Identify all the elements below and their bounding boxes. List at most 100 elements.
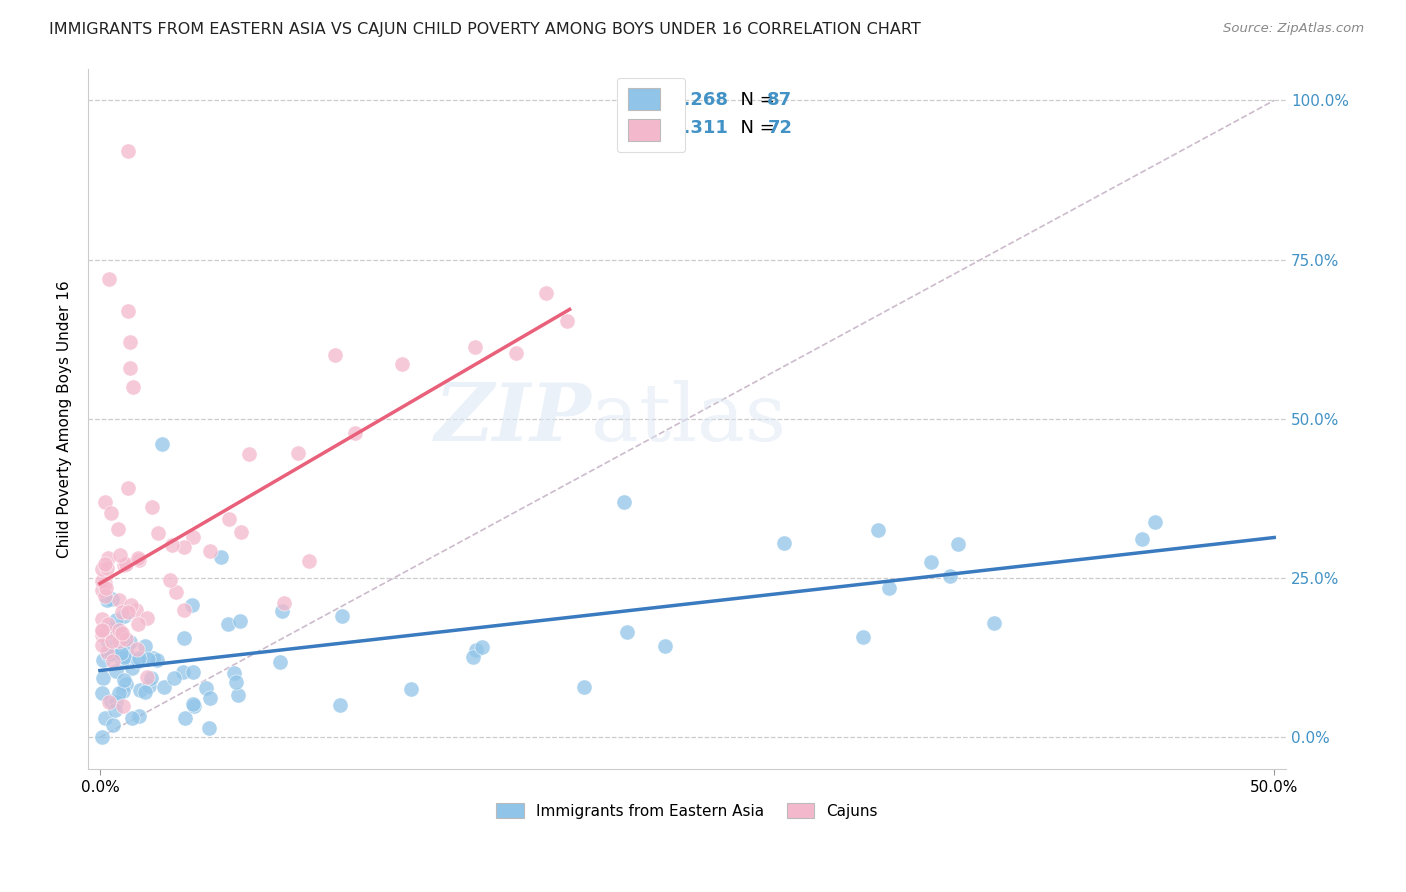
Point [110,624,132,639]
Point [91,638,114,652]
Point [134,685,156,699]
Point [141,500,163,514]
Point [391,357,413,371]
Point [101,633,124,648]
Point [91,624,114,638]
Point [613,494,636,508]
Point [104,695,127,709]
Point [231,524,253,539]
Point [120,335,142,350]
Point [100,506,122,520]
Point [115,632,138,646]
Point [127,654,149,668]
Point [107,686,129,700]
Point [108,593,131,607]
Point [107,522,129,536]
Point [194,681,217,695]
Point [91,612,114,626]
Point [110,646,132,660]
Point [654,639,676,653]
Point [173,540,195,554]
Point [465,642,488,657]
Text: IMMIGRANTS FROM EASTERN ASIA VS CAJUN CHILD POVERTY AMONG BOYS UNDER 16 CORRELAT: IMMIGRANTS FROM EASTERN ASIA VS CAJUN CH… [49,22,921,37]
Point [181,530,204,544]
Point [173,631,195,645]
Point [91,574,114,588]
Point [165,585,187,599]
Point [91,624,114,638]
Point [238,446,260,460]
Point [121,380,143,394]
Point [217,617,239,632]
Point [108,548,131,562]
Point [128,553,150,567]
Text: N =: N = [728,120,780,137]
Point [534,285,557,300]
Point [939,569,962,583]
Point [101,592,124,607]
Text: N =: N = [728,91,780,109]
Legend: Immigrants from Eastern Asia, Cajuns: Immigrants from Eastern Asia, Cajuns [489,797,884,825]
Point [136,652,159,666]
Text: Source: ZipAtlas.com: Source: ZipAtlas.com [1223,22,1364,36]
Point [183,698,205,713]
Point [111,684,134,698]
Point [198,543,221,558]
Point [98,272,121,286]
Point [464,341,486,355]
Point [115,677,138,691]
Point [866,523,889,537]
Text: R =: R = [633,91,672,109]
Point [105,623,128,637]
Point [128,651,150,665]
Point [125,603,148,617]
Point [172,665,194,679]
Point [91,731,114,745]
Point [121,661,143,675]
Text: 0.311: 0.311 [672,120,728,137]
Point [1130,532,1153,546]
Point [461,650,484,665]
Point [100,647,122,661]
Point [91,686,114,700]
Point [112,647,135,661]
Point [323,348,346,362]
Point [269,655,291,669]
Point [110,627,132,641]
Point [121,711,143,725]
Point [920,555,942,569]
Point [94,576,117,591]
Point [134,639,156,653]
Point [117,481,139,495]
Y-axis label: Child Poverty Among Boys Under 16: Child Poverty Among Boys Under 16 [58,280,72,558]
Point [115,640,138,654]
Point [105,613,128,627]
Point [127,616,149,631]
Point [877,581,900,595]
Point [136,670,159,684]
Point [138,679,160,693]
Point [117,303,139,318]
Point [96,593,118,607]
Text: R =: R = [633,120,678,137]
Point [111,654,134,668]
Point [97,648,120,662]
Point [181,698,204,712]
Point [107,634,129,648]
Point [110,632,132,646]
Point [273,597,295,611]
Text: 87: 87 [768,91,793,109]
Point [127,551,149,566]
Point [332,609,354,624]
Point [129,683,152,698]
Point [91,628,114,642]
Point [773,536,796,550]
Point [112,673,135,687]
Point [125,641,148,656]
Point [209,549,232,564]
Point [226,689,249,703]
Point [97,635,120,649]
Point [183,665,205,679]
Point [98,622,121,636]
Point [101,717,124,731]
